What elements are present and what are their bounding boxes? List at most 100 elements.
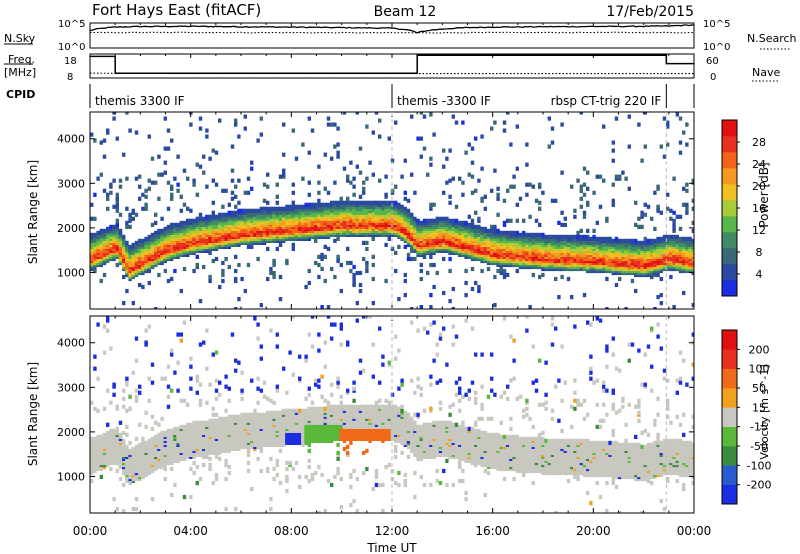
power-cell: [237, 134, 241, 139]
power-cell: [198, 299, 203, 304]
power-cell: [243, 190, 247, 195]
power-cell: [442, 190, 446, 195]
power-cell: [659, 210, 663, 215]
power-cell: [234, 210, 238, 215]
power-cell: [138, 238, 142, 243]
velocity-cell: [109, 346, 113, 351]
velocity-cell: [173, 370, 177, 375]
power-cell: [509, 184, 513, 189]
power-cell: [128, 128, 132, 133]
figure-title: Fort Hays East (fitACF): [92, 1, 261, 19]
power-cell: [195, 254, 199, 259]
power-cell: [403, 190, 407, 195]
power-cell: [678, 214, 683, 219]
power-cell: [266, 184, 270, 189]
power-cell: [326, 122, 331, 127]
power-cell: [157, 172, 161, 177]
power-cell: [566, 234, 571, 239]
power-cell: [339, 288, 343, 294]
power-cell: [250, 186, 254, 191]
power-cell: [323, 152, 327, 157]
power-cell: [93, 232, 97, 237]
power-cell: [502, 198, 507, 203]
power-cell: [544, 234, 548, 239]
velocity-cell: [122, 438, 126, 443]
power-cell: [586, 228, 590, 233]
power-cell: [611, 182, 615, 187]
power-cell: [202, 264, 206, 270]
power-cell: [451, 307, 455, 309]
velocity-cell: [192, 420, 196, 425]
power-cell: [653, 226, 657, 231]
power-cell: [656, 204, 660, 209]
power-cell: [653, 307, 657, 309]
power-cell: [320, 252, 324, 257]
power-cell: [666, 206, 670, 211]
power-cell: [243, 114, 247, 119]
power-cell: [243, 208, 247, 213]
power-cell: [144, 188, 148, 193]
power-cell: [592, 190, 596, 195]
power-cell: [685, 122, 689, 127]
power-cell: [173, 222, 177, 227]
power-cell: [470, 222, 475, 227]
power-cell: [221, 260, 225, 266]
power-cell: [125, 176, 129, 181]
power-cell: [448, 148, 452, 153]
velocity-cell: [147, 438, 151, 443]
velocity-cell: [166, 384, 171, 389]
power-cell: [637, 240, 641, 245]
power-cell: [419, 136, 423, 141]
power-cell: [291, 190, 295, 195]
power-cell: [230, 178, 235, 183]
power-cell: [352, 184, 356, 189]
power-cell: [394, 120, 398, 125]
velocity-cell: [125, 424, 129, 429]
power-cell: [115, 202, 119, 207]
velocity-cell: [109, 400, 113, 405]
power-cell: [534, 218, 539, 223]
power-cell: [326, 202, 331, 207]
velocity-cell: [106, 328, 110, 333]
power-cell: [611, 238, 615, 243]
velocity-cell: [157, 432, 161, 437]
power-cell: [144, 202, 148, 207]
power-cell: [515, 124, 519, 129]
power-cell: [317, 254, 321, 259]
power-cell: [602, 236, 606, 241]
power-cell: [403, 158, 407, 163]
power-cell: [211, 200, 215, 205]
velocity-cell: [141, 440, 145, 445]
power-cell: [259, 206, 263, 211]
power-cell: [221, 272, 225, 278]
power-cell: [250, 160, 254, 165]
power-cell: [358, 200, 363, 205]
power-cell: [189, 208, 193, 213]
power-cell: [467, 172, 471, 177]
power-cell: [112, 112, 116, 115]
velocity-cell: [208, 462, 212, 468]
velocity-cell: [118, 432, 123, 437]
power-cell: [595, 236, 599, 241]
velocity-cell: [115, 426, 119, 431]
power-cell: [285, 204, 289, 209]
power-cell: [429, 202, 433, 207]
power-cell: [122, 152, 126, 157]
power-cell: [640, 224, 644, 229]
power-cell: [115, 208, 119, 213]
velocity-cell: [144, 340, 148, 345]
power-cell: [221, 212, 225, 217]
power-cell: [669, 274, 673, 280]
velocity-cell: [211, 418, 215, 423]
power-cell: [650, 238, 654, 243]
power-cell: [106, 196, 110, 201]
power-cell: [176, 188, 180, 193]
power-cell: [256, 256, 260, 262]
velocity-cell: [150, 362, 155, 367]
velocity-cell: [208, 466, 212, 472]
power-cell: [691, 206, 694, 211]
power-cell: [493, 274, 497, 280]
velocity-cell: [179, 332, 183, 337]
power-cell: [342, 166, 347, 171]
